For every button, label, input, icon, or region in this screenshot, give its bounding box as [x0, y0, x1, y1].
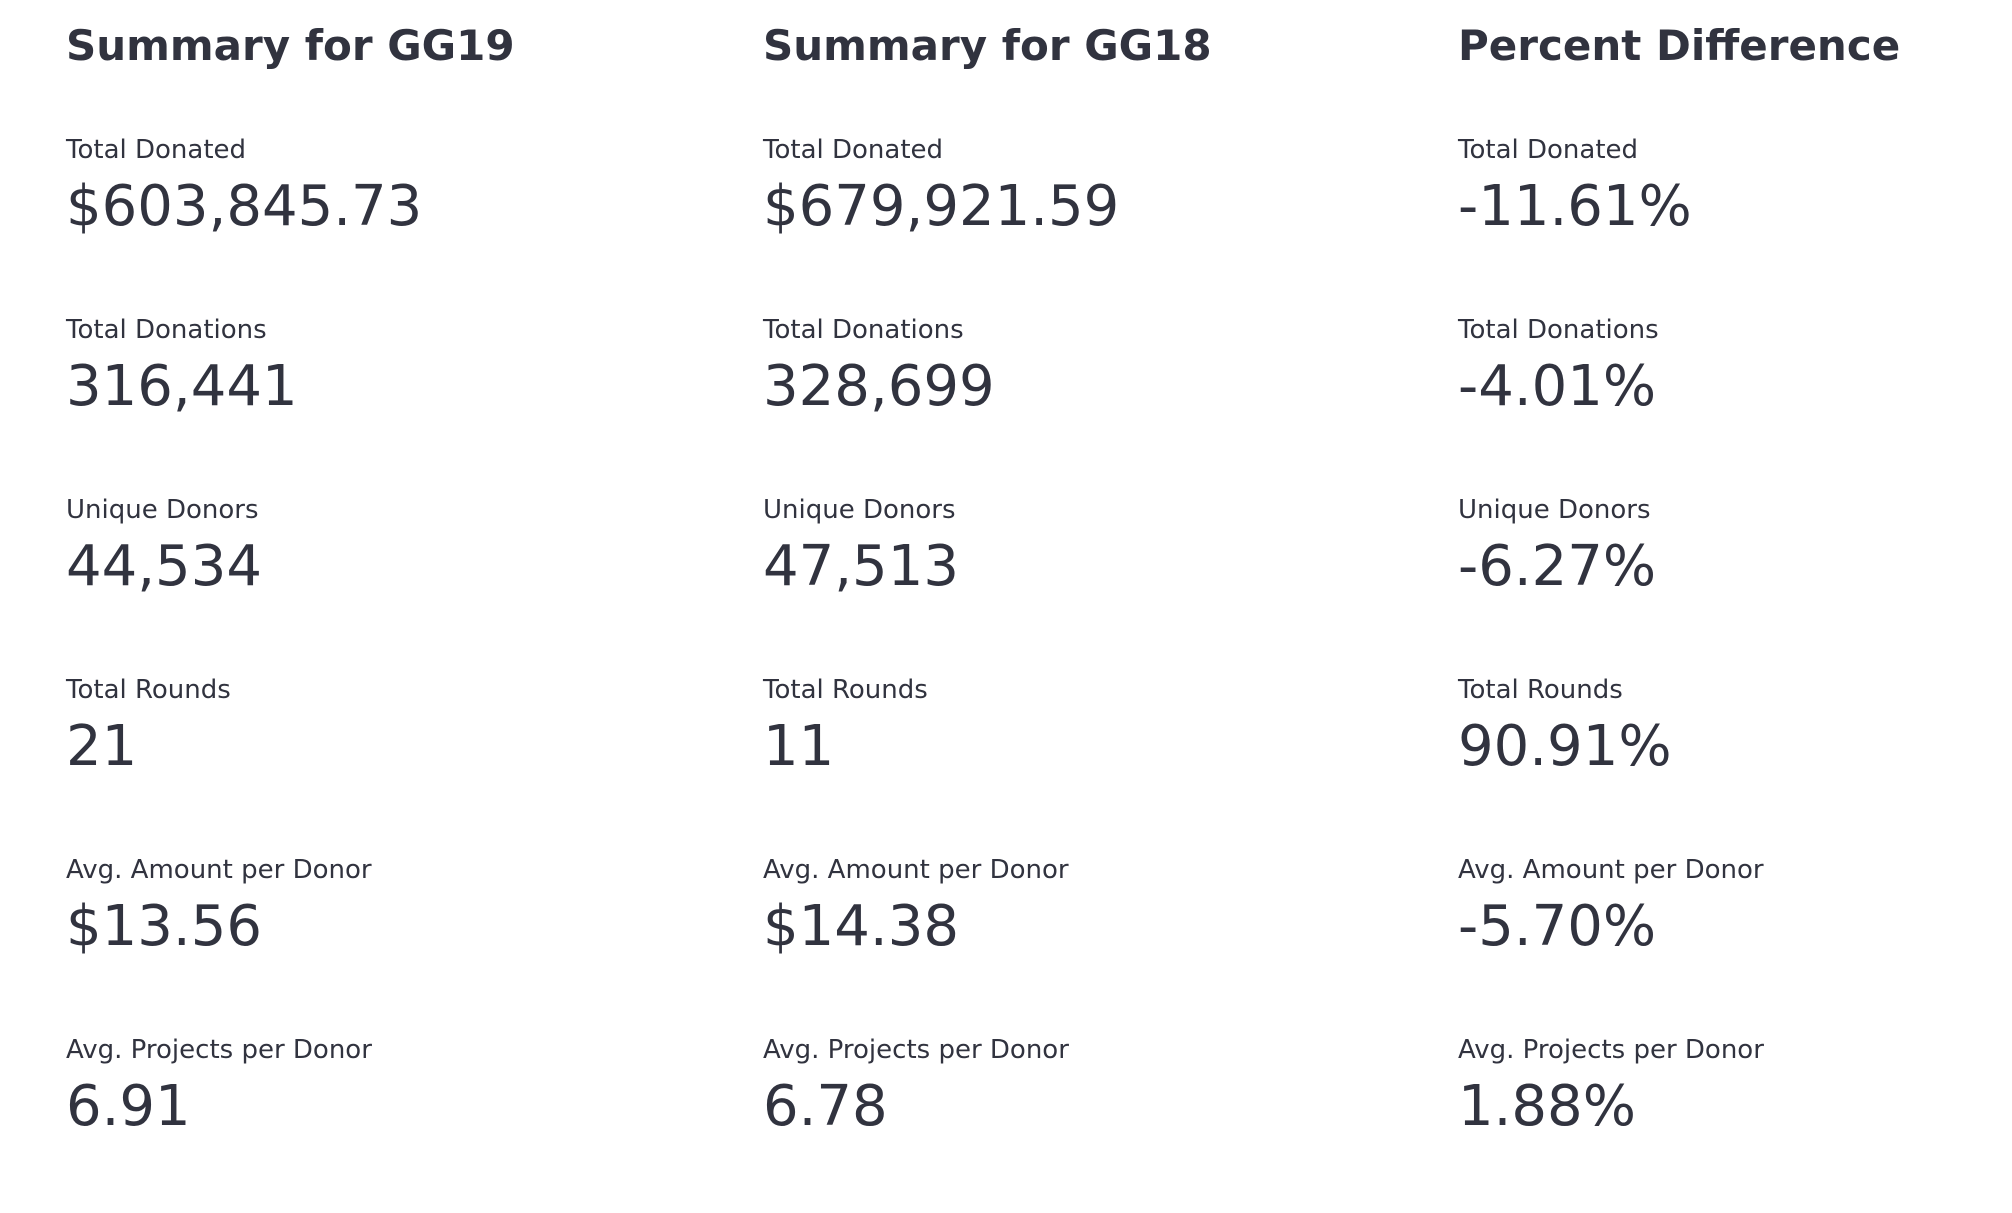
metric-total-donated: Total Donated $679,921.59	[763, 133, 1458, 242]
metric-total-donations: Total Donations -4.01%	[1458, 313, 2012, 422]
metric-avg-amount-per-donor: Avg. Amount per Donor -5.70%	[1458, 853, 2012, 962]
metric-value: $13.56	[66, 894, 262, 959]
metric-avg-amount-per-donor: Avg. Amount per Donor $14.38	[763, 853, 1458, 962]
metric-value: $679,921.59	[763, 174, 1120, 239]
metric-total-donations: Total Donations 316,441	[66, 313, 763, 422]
metric-value: $603,845.73	[66, 174, 423, 239]
column-title-gg19: Summary for GG19	[66, 21, 515, 70]
column-title-percent-difference: Percent Difference	[1458, 21, 1901, 70]
metric-label: Total Donations	[763, 315, 964, 345]
metric-value: -4.01%	[1458, 354, 1657, 419]
metric-total-rounds: Total Rounds 90.91%	[1458, 673, 2012, 782]
metric-label: Total Rounds	[763, 675, 928, 705]
metric-label: Total Rounds	[66, 675, 231, 705]
metric-unique-donors: Unique Donors -6.27%	[1458, 493, 2012, 602]
metric-label: Total Donated	[1458, 135, 1639, 165]
metric-label: Avg. Amount per Donor	[66, 855, 372, 885]
metric-avg-amount-per-donor: Avg. Amount per Donor $13.56	[66, 853, 763, 962]
metric-label: Avg. Projects per Donor	[66, 1035, 372, 1065]
metric-value: 11	[763, 714, 835, 779]
metric-label: Avg. Amount per Donor	[763, 855, 1069, 885]
metric-value: 1.88%	[1458, 1074, 1636, 1139]
column-summary-gg19: Summary for GG19 Total Donated $603,845.…	[66, 20, 763, 1213]
metric-label: Unique Donors	[763, 495, 956, 525]
metric-label: Unique Donors	[1458, 495, 1651, 525]
metric-label: Total Donated	[66, 135, 247, 165]
metric-total-rounds: Total Rounds 11	[763, 673, 1458, 782]
metric-value: -6.27%	[1458, 534, 1657, 599]
metric-value: 21	[66, 714, 138, 779]
metric-total-donated: Total Donated $603,845.73	[66, 133, 763, 242]
metric-label: Total Donations	[1458, 315, 1659, 345]
metric-value: 44,534	[66, 534, 262, 599]
metric-unique-donors: Unique Donors 47,513	[763, 493, 1458, 602]
metric-value: -11.61%	[1458, 174, 1692, 239]
metric-total-donated: Total Donated -11.61%	[1458, 133, 2012, 242]
column-title-gg18: Summary for GG18	[763, 21, 1212, 70]
metric-avg-projects-per-donor: Avg. Projects per Donor 1.88%	[1458, 1033, 2012, 1142]
metric-value: 6.78	[763, 1074, 888, 1139]
metric-label: Total Donated	[763, 135, 944, 165]
metric-label: Total Rounds	[1458, 675, 1623, 705]
metric-avg-projects-per-donor: Avg. Projects per Donor 6.91	[66, 1033, 763, 1142]
metric-label: Total Donations	[66, 315, 267, 345]
metric-value: 47,513	[763, 534, 959, 599]
column-summary-gg18: Summary for GG18 Total Donated $679,921.…	[763, 20, 1458, 1213]
metric-label: Avg. Amount per Donor	[1458, 855, 1764, 885]
metric-value: 6.91	[66, 1074, 191, 1139]
metric-total-rounds: Total Rounds 21	[66, 673, 763, 782]
metric-unique-donors: Unique Donors 44,534	[66, 493, 763, 602]
metric-total-donations: Total Donations 328,699	[763, 313, 1458, 422]
metric-value: -5.70%	[1458, 894, 1657, 959]
metric-value: 90.91%	[1458, 714, 1672, 779]
metric-label: Avg. Projects per Donor	[763, 1035, 1069, 1065]
metric-value: 316,441	[66, 354, 298, 419]
metric-avg-projects-per-donor: Avg. Projects per Donor 6.78	[763, 1033, 1458, 1142]
metric-value: 328,699	[763, 354, 995, 419]
metric-label: Unique Donors	[66, 495, 259, 525]
metric-value: $14.38	[763, 894, 959, 959]
column-percent-difference: Percent Difference Total Donated -11.61%…	[1458, 20, 2012, 1213]
metric-label: Avg. Projects per Donor	[1458, 1035, 1764, 1065]
